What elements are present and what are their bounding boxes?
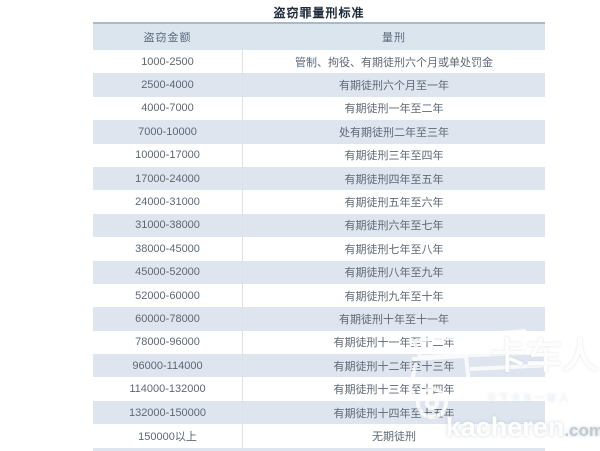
sentence-cell: 有期徒刑九年至十年 (344, 290, 444, 303)
amount-cell: 7000-10000 (93, 120, 243, 144)
amount-cell: 38000-45000 (93, 237, 243, 261)
sentence-cell: 有期徒刑十二年至十三年 (333, 360, 455, 373)
table-row: 17000-24000 有期徒刑四年至五年 (93, 166, 545, 191)
sentence-cell: 有期徒刑五年至六年 (344, 197, 444, 210)
watermark-site-tld: .com (564, 421, 600, 440)
amount-cell: 17000-24000 (93, 166, 243, 191)
sentence-cell: 有期徒刑八年至九年 (344, 267, 444, 280)
amount-cell: 114000-132000 (93, 377, 243, 401)
table-header-row: 盗窃金额 量刑 (93, 22, 545, 50)
sentence-cell: 有期徒刑四年至五年 (344, 173, 444, 186)
table-row: 150000以上 无期徒刑 (93, 424, 545, 448)
table-row: 45000-52000 有期徒刑八年至九年 (93, 260, 545, 284)
clipped-next-row (93, 447, 545, 451)
column-header-amount: 盗窃金额 (93, 24, 243, 50)
amount-cell: 150000以上 (93, 424, 243, 448)
amount-cell: 31000-38000 (93, 213, 243, 238)
sentence-cell: 无期徒刑 (372, 430, 416, 443)
sentence-cell: 有期徒刑十三年至十四年 (333, 384, 455, 397)
table-row: 24000-31000 有期徒刑五年至六年 (93, 190, 545, 214)
amount-cell: 1000-2500 (93, 50, 243, 74)
sentence-cell: 处有期徒刑二年至三年 (339, 126, 449, 139)
table-row: 31000-38000 有期徒刑六年至七年 (93, 213, 545, 238)
sentence-cell: 有期徒刑一年至二年 (344, 103, 444, 116)
sentencing-table: 盗窃金额 量刑 1000-2500 管制、拘役、有期徒刑六个月或单处罚金 250… (93, 22, 545, 451)
table-row: 96000-114000 有期徒刑十二年至十三年 (93, 354, 545, 378)
amount-cell: 132000-150000 (93, 400, 243, 425)
table-row: 2500-4000 有期徒刑六个月至一年 (93, 73, 545, 97)
table-row: 7000-10000 处有期徒刑二年至三年 (93, 120, 545, 144)
amount-cell: 96000-114000 (93, 354, 243, 378)
table-row: 52000-60000 有期徒刑九年至十年 (93, 283, 545, 308)
sentence-cell: 有期徒刑十一年至十二年 (333, 337, 455, 350)
sentence-cell: 有期徒刑七年至八年 (344, 243, 444, 256)
table-row: 114000-132000 有期徒刑十三年至十四年 (93, 377, 545, 401)
amount-cell: 45000-52000 (93, 260, 243, 284)
table-row: 78000-96000 有期徒刑十一年至十二年 (93, 330, 545, 355)
amount-cell: 60000-78000 (93, 307, 243, 331)
table-row: 38000-45000 有期徒刑七年至八年 (93, 237, 545, 261)
sentence-cell: 管制、拘役、有期徒刑六个月或单处罚金 (295, 56, 493, 69)
table-row: 1000-2500 管制、拘役、有期徒刑六个月或单处罚金 (93, 50, 545, 74)
amount-cell: 52000-60000 (93, 283, 243, 308)
table-row: 132000-150000 有期徒刑十四年至十五年 (93, 400, 545, 425)
table-row: 4000-7000 有期徒刑一年至二年 (93, 96, 545, 121)
sentence-cell: 有期徒刑六个月至一年 (339, 80, 449, 93)
amount-cell: 4000-7000 (93, 96, 243, 121)
amount-cell: 24000-31000 (93, 190, 243, 214)
sentence-cell: 有期徒刑六年至七年 (344, 220, 444, 233)
sentence-cell: 有期徒刑十四年至十五年 (333, 407, 455, 420)
amount-cell: 2500-4000 (93, 73, 243, 97)
sentence-cell: 有期徒刑十年至十一年 (339, 313, 449, 326)
table-body: 1000-2500 管制、拘役、有期徒刑六个月或单处罚金 2500-4000 有… (93, 50, 545, 448)
sentence-cell: 有期徒刑三年至四年 (344, 150, 444, 163)
column-header-sentence: 量刑 (382, 32, 406, 44)
amount-cell: 10000-17000 (93, 143, 243, 167)
amount-cell: 78000-96000 (93, 330, 243, 355)
table-row: 10000-17000 有期徒刑三年至四年 (93, 143, 545, 167)
page-title: 盗窃罪量刑标准 (273, 6, 365, 20)
table-row: 60000-78000 有期徒刑十年至十一年 (93, 307, 545, 331)
